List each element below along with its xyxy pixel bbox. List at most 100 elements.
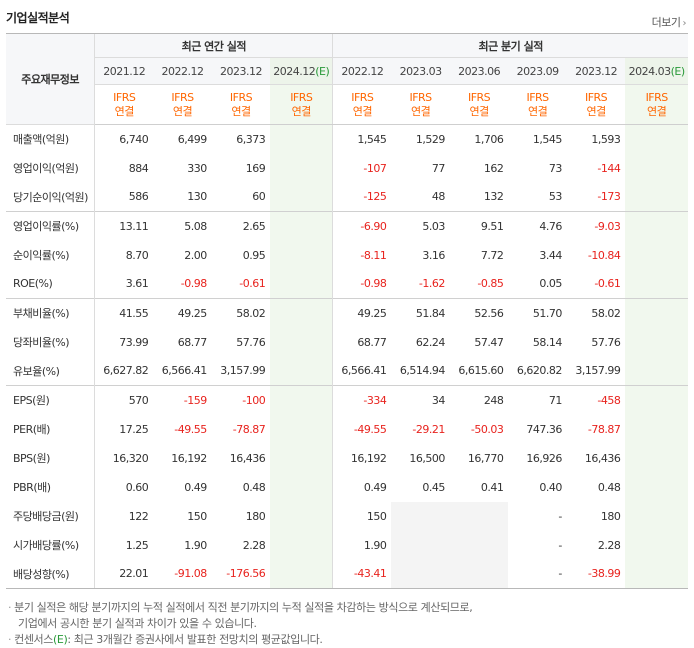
quarter-value-cell [625,124,688,154]
quarter-value-cell: 2.28 [597,538,621,552]
quarter-value-cell [391,501,450,531]
annual-value-cell: -0.61 [239,277,266,291]
ifrs-row: IFRS 연결 IFRS 연결 IFRS 연결 IFRS 연결 IFRS 연결 IFRS 연… [6,84,688,125]
quarter-value-cell: 58.14 [532,335,562,349]
estimate-mark: (E) [315,64,330,78]
quarter-value-cell: -334 [332,385,392,415]
chevron-right-icon: › [682,18,687,29]
quarter-value-cell [625,356,688,386]
quarter-value-cell: 132 [483,190,504,204]
annual-group-header: 최근 연간 실적 [94,33,333,58]
quarter-value-cell: -458 [566,385,626,415]
ifrs-label: IFRS 연결 [625,84,688,125]
annual-value-cell: -176.56 [211,559,271,589]
quarter-value-cell: 49.25 [332,298,392,328]
quarter-value-cell: 51.84 [391,298,450,328]
ifrs-label: IFRS 연결 [153,84,212,125]
annual-value-cell: 57.76 [236,335,266,349]
quarter-value-cell [391,559,450,589]
annual-value-cell: 5.08 [153,211,212,241]
annual-value-cell: 16,320 [94,443,154,473]
quarter-value-cell: - [508,559,567,589]
ifrs-label: IFRS 연결 [94,84,154,125]
quarter-value-cell: 52.56 [449,298,509,328]
annual-value-cell: 49.25 [153,298,212,328]
quarter-group-header: 최근 분기 실적 [332,33,688,58]
annual-value-cell [270,414,333,444]
quarter-value-cell: 77 [431,161,445,175]
quarter-value-cell: 1.90 [332,530,392,560]
annual-value-cell: 586 [94,182,154,212]
annual-value-cell: 13.11 [94,211,154,241]
quarter-value-cell: 0.40 [539,480,562,494]
quarter-value-cell: 68.77 [332,327,392,357]
quarter-value-cell: 1,545 [532,132,562,146]
quarter-value-cell: 0.48 [597,480,621,494]
quarter-value-cell [625,559,688,589]
annual-value-cell: -78.87 [232,422,266,436]
quarter-value-cell [625,472,688,502]
annual-value-cell [270,240,333,270]
footnote-2: · 컨센서스(E): 최근 3개월간 증권사에서 발표한 전망치의 평균값입니다. [8,633,323,646]
period-label: 2024.03 [628,64,672,78]
annual-value-cell: 0.48 [242,480,266,494]
ifrs-label: IFRS 연결 [332,84,392,125]
more-link[interactable]: 더보기 › [652,14,687,30]
annual-value-cell [270,327,333,357]
annual-value-cell [270,298,333,328]
quarter-value-cell [625,211,688,241]
annual-value-cell [270,559,333,589]
row-label: 유보율(%) [13,364,60,378]
row-label-header: 주요재무정보 [6,33,95,125]
period-header: 2023.12 [211,57,271,85]
financial-rows: 매출액(억원) 6,740 6,499 6,373 1,545 1,529 1,706 1,5… [6,124,688,589]
annual-value-cell: 884 [94,153,154,183]
quarter-value-cell: 0.49 [332,472,392,502]
period-header: 2023.09 [508,57,567,85]
annual-value-cell: -100 [211,385,271,415]
row-label: 순이익률(%) [13,249,70,262]
quarter-value-cell: 0.41 [480,480,504,494]
annual-value-cell [270,530,333,560]
quarter-value-cell [449,559,509,589]
period-header-row: 2021.12 2022.12 2023.12 2024.12(E) 2022.… [6,57,688,85]
annual-value-cell: 2.00 [184,248,207,262]
row-label: 영업이익(억원) [13,162,79,175]
table-row: PER(배) 17.25 -49.55 -78.87 -49.55 -29.21 -50.0… [6,414,688,444]
footnotes: · 분기 실적은 해당 분기까지의 누적 실적에서 직전 분기까지의 누적 실적을… [8,600,473,648]
annual-value-cell: 0.49 [184,480,207,494]
row-label: ROE(%) [13,277,53,291]
table-row: EPS(원) 570 -159 -100 -334 34 248 71 -458 [6,385,688,415]
quarter-value-cell: 4.76 [508,211,567,241]
quarter-value-cell: - [558,538,562,552]
quarter-value-cell: 9.51 [449,211,509,241]
annual-value-cell: 16,436 [229,451,266,465]
table-row: 영업이익률(%) 13.11 5.08 2.65 -6.90 5.03 9.51 4.76 -9… [6,211,688,241]
annual-value-cell [270,356,333,386]
quarter-value-cell: 73 [548,161,562,175]
row-label: 부채비율(%) [6,298,95,328]
annual-value-cell: 8.70 [94,240,154,270]
annual-value-cell: -91.08 [153,559,212,589]
quarter-value-cell: -0.85 [477,277,504,291]
table-row: 배당성향(%) 22.01 -91.08 -176.56 -43.41 - -38.99 [6,559,688,589]
annual-value-cell: 6,627.82 [94,356,154,386]
quarter-value-cell [625,269,688,299]
quarter-value-cell: -107 [332,153,392,183]
table-row: 당기순이익(억원) 586 130 60 -125 48 132 53 -173 [6,182,688,212]
quarter-value-cell: 1,593 [591,132,621,146]
table-row: PBR(배) 0.60 0.49 0.48 0.49 0.45 0.41 0.40 0.48 [6,472,688,502]
quarter-value-cell: 16,500 [409,451,445,465]
annual-value-cell: 3,157.99 [220,364,266,378]
ifrs-label: IFRS 연결 [391,84,450,125]
section-title: 기업실적분석 [6,11,70,25]
annual-value-cell [270,269,333,299]
row-label: 주당배당금(원) [13,510,79,523]
annual-value-cell [270,153,333,183]
period-header-estimate: 2024.03(E) [625,57,688,85]
quarter-value-cell: 53 [548,190,562,204]
annual-value-cell: 570 [94,385,154,415]
table-row: 매출액(억원) 6,740 6,499 6,373 1,545 1,529 1,706 1,5… [6,124,688,154]
annual-value-cell: 68.77 [177,335,207,349]
annual-value-cell: 2.65 [211,211,271,241]
